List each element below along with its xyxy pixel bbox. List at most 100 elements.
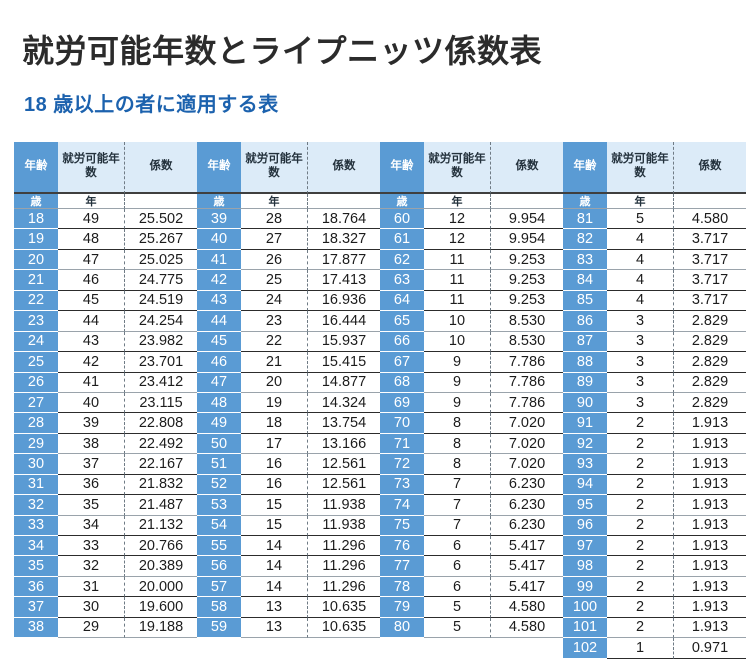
cell-coefficient: 25.025: [124, 249, 197, 271]
cell-coefficient: 16.444: [307, 311, 380, 332]
cell-workable-years: 15: [241, 515, 307, 536]
table-cell-empty: [380, 638, 424, 659]
page-subtitle: 18 歳以上の者に適用する表: [24, 94, 279, 116]
cell-coefficient: 3.717: [673, 249, 746, 271]
cell-age: 43: [197, 290, 241, 312]
cell-workable-years: 34: [58, 515, 124, 536]
table-row: 87 3 2.829: [563, 331, 746, 353]
cell-age: 24: [14, 331, 58, 353]
cell-workable-years: 38: [58, 433, 124, 455]
cell-age: 46: [197, 352, 241, 373]
cell-age: 87: [563, 331, 607, 353]
cell-workable-years: 24: [241, 290, 307, 312]
table-row-empty: [14, 638, 197, 659]
table-row: 91 2 1.913: [563, 413, 746, 434]
table-cell-empty: [241, 638, 307, 659]
table-column-group: 年齢 就労可能年数 係数歳年 81 5 4.580 82 4 3.717 83 4 3.717 84 4 3…: [563, 142, 746, 659]
cell-workable-years: 9: [424, 372, 490, 393]
table-row: 58 13 10.635: [197, 597, 380, 618]
table-row: 95 2 1.913: [563, 495, 746, 516]
cell-age: 66: [380, 331, 424, 353]
column-header-coefficient: 係数: [490, 142, 563, 194]
cell-coefficient: 19.188: [124, 617, 197, 639]
table-row: 43 24 16.936: [197, 290, 380, 312]
unit-workable-years: 年: [607, 194, 673, 209]
table-row: 30 37 22.167: [14, 454, 197, 475]
cell-workable-years: 41: [58, 372, 124, 393]
cell-age: 27: [14, 392, 58, 414]
cell-age: 47: [197, 372, 241, 393]
table-row: 34 33 20.766: [14, 536, 197, 557]
cell-coefficient: 1.913: [673, 556, 746, 577]
cell-workable-years: 32: [58, 556, 124, 577]
table-row: 27 40 23.115: [14, 392, 197, 414]
cell-age: 64: [380, 290, 424, 312]
cell-workable-years: 43: [58, 331, 124, 353]
cell-age: 96: [563, 515, 607, 536]
cell-age: 75: [380, 515, 424, 536]
column-header-workable-years: 就労可能年数: [607, 142, 673, 194]
table-header-row: 年齢 就労可能年数 係数: [14, 142, 197, 194]
cell-coefficient: 2.829: [673, 331, 746, 353]
table-row: 37 30 19.600: [14, 597, 197, 618]
cell-age: 77: [380, 556, 424, 577]
cell-workable-years: 15: [241, 495, 307, 516]
cell-coefficient: 18.764: [307, 209, 380, 230]
cell-age: 99: [563, 576, 607, 598]
cell-workable-years: 39: [58, 413, 124, 434]
cell-age: 22: [14, 290, 58, 312]
table-row-empty: [380, 638, 563, 659]
cell-age: 29: [14, 433, 58, 455]
cell-workable-years: 27: [241, 229, 307, 250]
cell-workable-years: 7: [424, 474, 490, 496]
cell-coefficient: 4.580: [490, 597, 563, 618]
cell-coefficient: 0.971: [673, 638, 746, 659]
table-header-row: 年齢 就労可能年数 係数: [380, 142, 563, 194]
table-row: 22 45 24.519: [14, 290, 197, 312]
cell-age: 93: [563, 454, 607, 475]
table-unit-row: 歳年: [380, 194, 563, 209]
cell-age: 100: [563, 597, 607, 618]
cell-workable-years: 10: [424, 331, 490, 353]
table-row: 101 2 1.913: [563, 617, 746, 639]
cell-coefficient: 11.296: [307, 536, 380, 557]
table-row: 74 7 6.230: [380, 495, 563, 516]
unit-age: 歳: [563, 194, 607, 209]
cell-coefficient: 9.954: [490, 229, 563, 250]
cell-age: 33: [14, 515, 58, 536]
cell-workable-years: 28: [241, 209, 307, 230]
cell-age: 40: [197, 229, 241, 250]
cell-coefficient: 5.417: [490, 576, 563, 598]
cell-workable-years: 5: [424, 597, 490, 618]
cell-workable-years: 11: [424, 270, 490, 291]
cell-coefficient: 16.936: [307, 290, 380, 312]
table-row: 40 27 18.327: [197, 229, 380, 250]
table-header-row: 年齢 就労可能年数 係数: [197, 142, 380, 194]
cell-age: 67: [380, 352, 424, 373]
cell-age: 102: [563, 638, 607, 659]
cell-workable-years: 2: [607, 617, 673, 639]
cell-coefficient: 1.913: [673, 536, 746, 557]
leibniz-coefficient-table: 年齢 就労可能年数 係数歳年 18 49 25.502 19 48 25.267 20 47 25.0…: [14, 142, 746, 659]
table-row: 102 1 0.971: [563, 638, 746, 659]
column-header-age: 年齢: [380, 142, 424, 194]
cell-workable-years: 44: [58, 311, 124, 332]
cell-workable-years: 12: [424, 229, 490, 250]
cell-workable-years: 16: [241, 474, 307, 496]
cell-coefficient: 11.296: [307, 556, 380, 577]
cell-coefficient: 25.502: [124, 209, 197, 230]
column-header-workable-years: 就労可能年数: [58, 142, 124, 194]
cell-workable-years: 2: [607, 474, 673, 496]
table-row: 42 25 17.413: [197, 270, 380, 291]
cell-coefficient: 10.635: [307, 597, 380, 618]
table-row: 57 14 11.296: [197, 576, 380, 598]
table-cell-empty: [307, 638, 380, 659]
cell-workable-years: 6: [424, 536, 490, 557]
cell-workable-years: 20: [241, 372, 307, 393]
column-header-age: 年齢: [563, 142, 607, 194]
cell-coefficient: 1.913: [673, 433, 746, 455]
table-header-row: 年齢 就労可能年数 係数: [563, 142, 746, 194]
cell-age: 19: [14, 229, 58, 250]
cell-workable-years: 22: [241, 331, 307, 353]
cell-age: 89: [563, 372, 607, 393]
